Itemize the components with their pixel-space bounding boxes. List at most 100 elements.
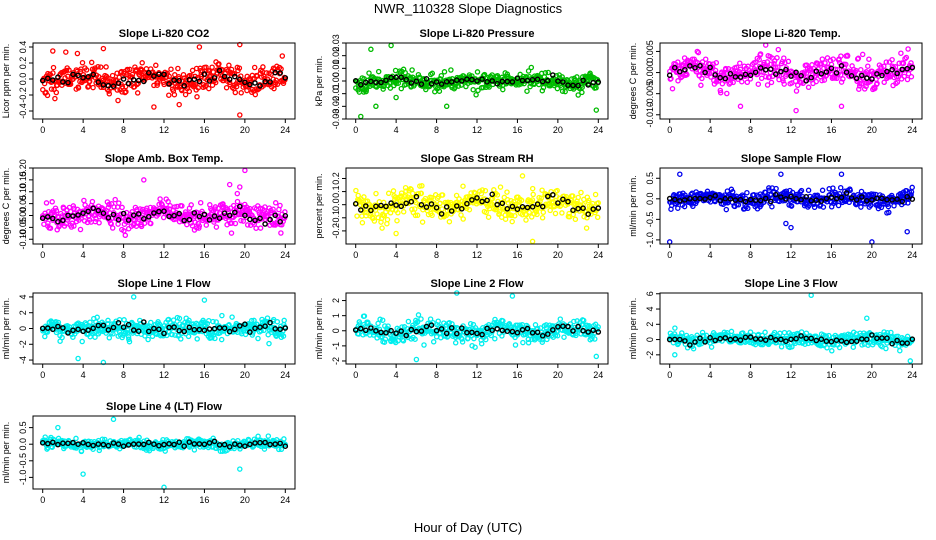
mean-point — [773, 336, 779, 343]
mean-point — [783, 196, 789, 202]
data-point — [148, 319, 154, 326]
y-tick-label: 0 — [645, 337, 655, 342]
data-point — [85, 83, 92, 90]
mean-point — [156, 71, 162, 78]
mean-point — [378, 329, 384, 336]
mean-point — [105, 214, 112, 221]
mean-point — [125, 442, 132, 448]
x-tick-label: 8 — [434, 370, 439, 380]
mean-point — [171, 324, 177, 330]
mean-point — [717, 74, 724, 81]
data-point — [777, 330, 783, 337]
data-point — [557, 316, 564, 322]
mean-point — [884, 196, 890, 203]
data-point — [690, 345, 697, 352]
data-point — [757, 51, 764, 57]
mean-point — [803, 193, 810, 200]
mean-point — [672, 196, 678, 203]
mean-point — [727, 71, 734, 77]
mean-point — [105, 82, 112, 89]
mean-point — [757, 197, 764, 204]
mean-point — [565, 198, 571, 205]
mean-point — [798, 333, 804, 339]
mean-point — [65, 212, 71, 219]
data-point — [835, 202, 842, 209]
mean-point — [677, 197, 683, 204]
outlier-point — [904, 228, 910, 235]
mean-point — [39, 439, 46, 446]
x-tick-label: 24 — [907, 370, 917, 380]
x-tick-label: 24 — [907, 125, 917, 135]
data-point — [903, 187, 910, 194]
mean-point — [252, 217, 258, 224]
data-point — [856, 86, 862, 92]
data-point — [119, 204, 125, 211]
data-point — [212, 335, 218, 342]
y-tick-label: -4 — [18, 356, 28, 364]
mean-point — [176, 210, 182, 217]
mean-point — [120, 324, 127, 331]
mean-point — [595, 79, 602, 85]
y-tick-label: -0.03 — [331, 109, 341, 130]
mean-point — [879, 195, 885, 202]
data-point — [518, 197, 525, 204]
y-tick-label: -1.0 — [645, 232, 655, 248]
mean-point — [504, 328, 511, 335]
data-point — [147, 204, 154, 211]
data-point — [115, 97, 121, 104]
mean-point — [448, 208, 455, 214]
mean-point — [105, 327, 112, 333]
data-point — [89, 198, 96, 205]
data-point — [103, 64, 109, 70]
mean-point — [75, 326, 81, 333]
mean-point — [145, 328, 152, 335]
data-point — [74, 50, 81, 57]
mean-point — [277, 218, 284, 225]
mean-point — [140, 215, 147, 222]
mean-point — [768, 66, 774, 72]
mean-point — [95, 441, 102, 447]
data-point — [71, 223, 77, 229]
mean-point — [539, 78, 546, 85]
x-tick-label: 20 — [867, 370, 877, 380]
mean-point — [489, 327, 496, 334]
data-point — [166, 92, 172, 98]
mean-point — [120, 443, 127, 450]
data-point — [390, 188, 397, 194]
data-point — [186, 444, 193, 450]
mean-point — [105, 442, 112, 449]
data-point — [354, 213, 360, 219]
mean-point — [115, 216, 122, 223]
data-point — [819, 187, 826, 194]
mean-point — [277, 70, 284, 76]
mean-point — [813, 337, 820, 344]
x-tick-label: 16 — [826, 125, 836, 135]
x-tick-label: 4 — [81, 250, 86, 260]
panel-title: Slope Line 1 Flow — [118, 278, 211, 290]
data-point — [458, 212, 464, 218]
y-tick-label: -2 — [18, 340, 28, 348]
mean-point — [869, 197, 875, 203]
data-point — [483, 336, 489, 343]
data-point — [470, 86, 476, 93]
data-point — [50, 70, 56, 76]
mean-point — [514, 329, 521, 336]
mean-point — [702, 339, 708, 345]
data-point — [274, 318, 281, 325]
mean-point — [388, 200, 394, 206]
data-point — [867, 202, 874, 209]
data-point — [897, 347, 903, 354]
mean-point — [585, 211, 592, 217]
data-point — [837, 184, 844, 191]
data-point — [226, 79, 233, 86]
data-point — [364, 84, 370, 90]
mean-point — [166, 213, 172, 220]
outlier-point — [201, 297, 208, 303]
mean-point — [166, 324, 172, 331]
mean-point — [453, 77, 460, 83]
data-point — [452, 340, 459, 346]
data-point — [822, 60, 828, 66]
mean-point — [692, 195, 698, 202]
data-point — [77, 68, 84, 75]
mean-point — [362, 327, 369, 334]
